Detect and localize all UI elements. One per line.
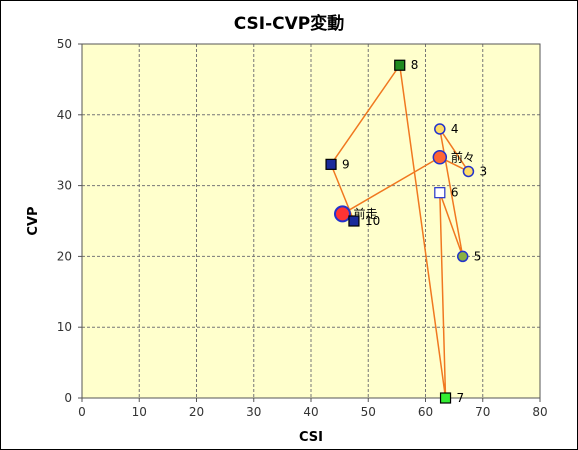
data-point-circle bbox=[456, 250, 469, 263]
y-tick-label: 40 bbox=[57, 108, 72, 122]
data-point-square bbox=[434, 187, 446, 199]
x-tick-label: 40 bbox=[303, 405, 318, 419]
x-tick-label: 80 bbox=[532, 405, 547, 419]
x-tick-label: 30 bbox=[246, 405, 261, 419]
x-tick-label: 10 bbox=[132, 405, 147, 419]
data-label: 前々 bbox=[451, 149, 475, 164]
x-tick-label: 70 bbox=[475, 405, 490, 419]
y-axis-title: CVP bbox=[26, 206, 41, 235]
y-tick-label: 30 bbox=[57, 179, 72, 193]
x-tick-label: 60 bbox=[418, 405, 433, 419]
data-point-circle bbox=[434, 123, 446, 135]
data-label: 9 bbox=[342, 157, 350, 171]
data-point-square bbox=[348, 215, 360, 227]
chart-title: CSI-CVP変動 bbox=[234, 13, 345, 34]
data-label: 7 bbox=[457, 391, 465, 405]
data-point-square bbox=[394, 59, 406, 71]
x-axis-title: CSI bbox=[299, 430, 323, 445]
y-tick-label: 10 bbox=[57, 320, 72, 334]
data-label: 10 bbox=[365, 214, 380, 228]
data-label: 4 bbox=[451, 122, 459, 136]
data-point-circle bbox=[462, 165, 475, 178]
data-point-circle bbox=[432, 150, 448, 165]
data-point-square bbox=[439, 392, 452, 404]
x-tick-label: 50 bbox=[361, 405, 376, 419]
plot-area: 0 10 20 30 40 50 60 70 8001020304050前走前々34567891… bbox=[57, 37, 548, 419]
y-tick-label: 50 bbox=[57, 37, 72, 51]
x-tick-label: 20 bbox=[189, 405, 204, 419]
data-point-circle bbox=[333, 205, 351, 223]
data-label: 5 bbox=[474, 249, 482, 263]
y-tick-label: 0 bbox=[64, 391, 72, 405]
data-point-square bbox=[325, 158, 337, 170]
data-label: 3 bbox=[479, 164, 487, 178]
series-line bbox=[330, 64, 470, 399]
data-label: 8 bbox=[411, 58, 419, 72]
x-tick-label: 0 bbox=[78, 405, 86, 419]
data-label: 6 bbox=[451, 186, 459, 200]
y-tick-label: 20 bbox=[57, 249, 72, 263]
